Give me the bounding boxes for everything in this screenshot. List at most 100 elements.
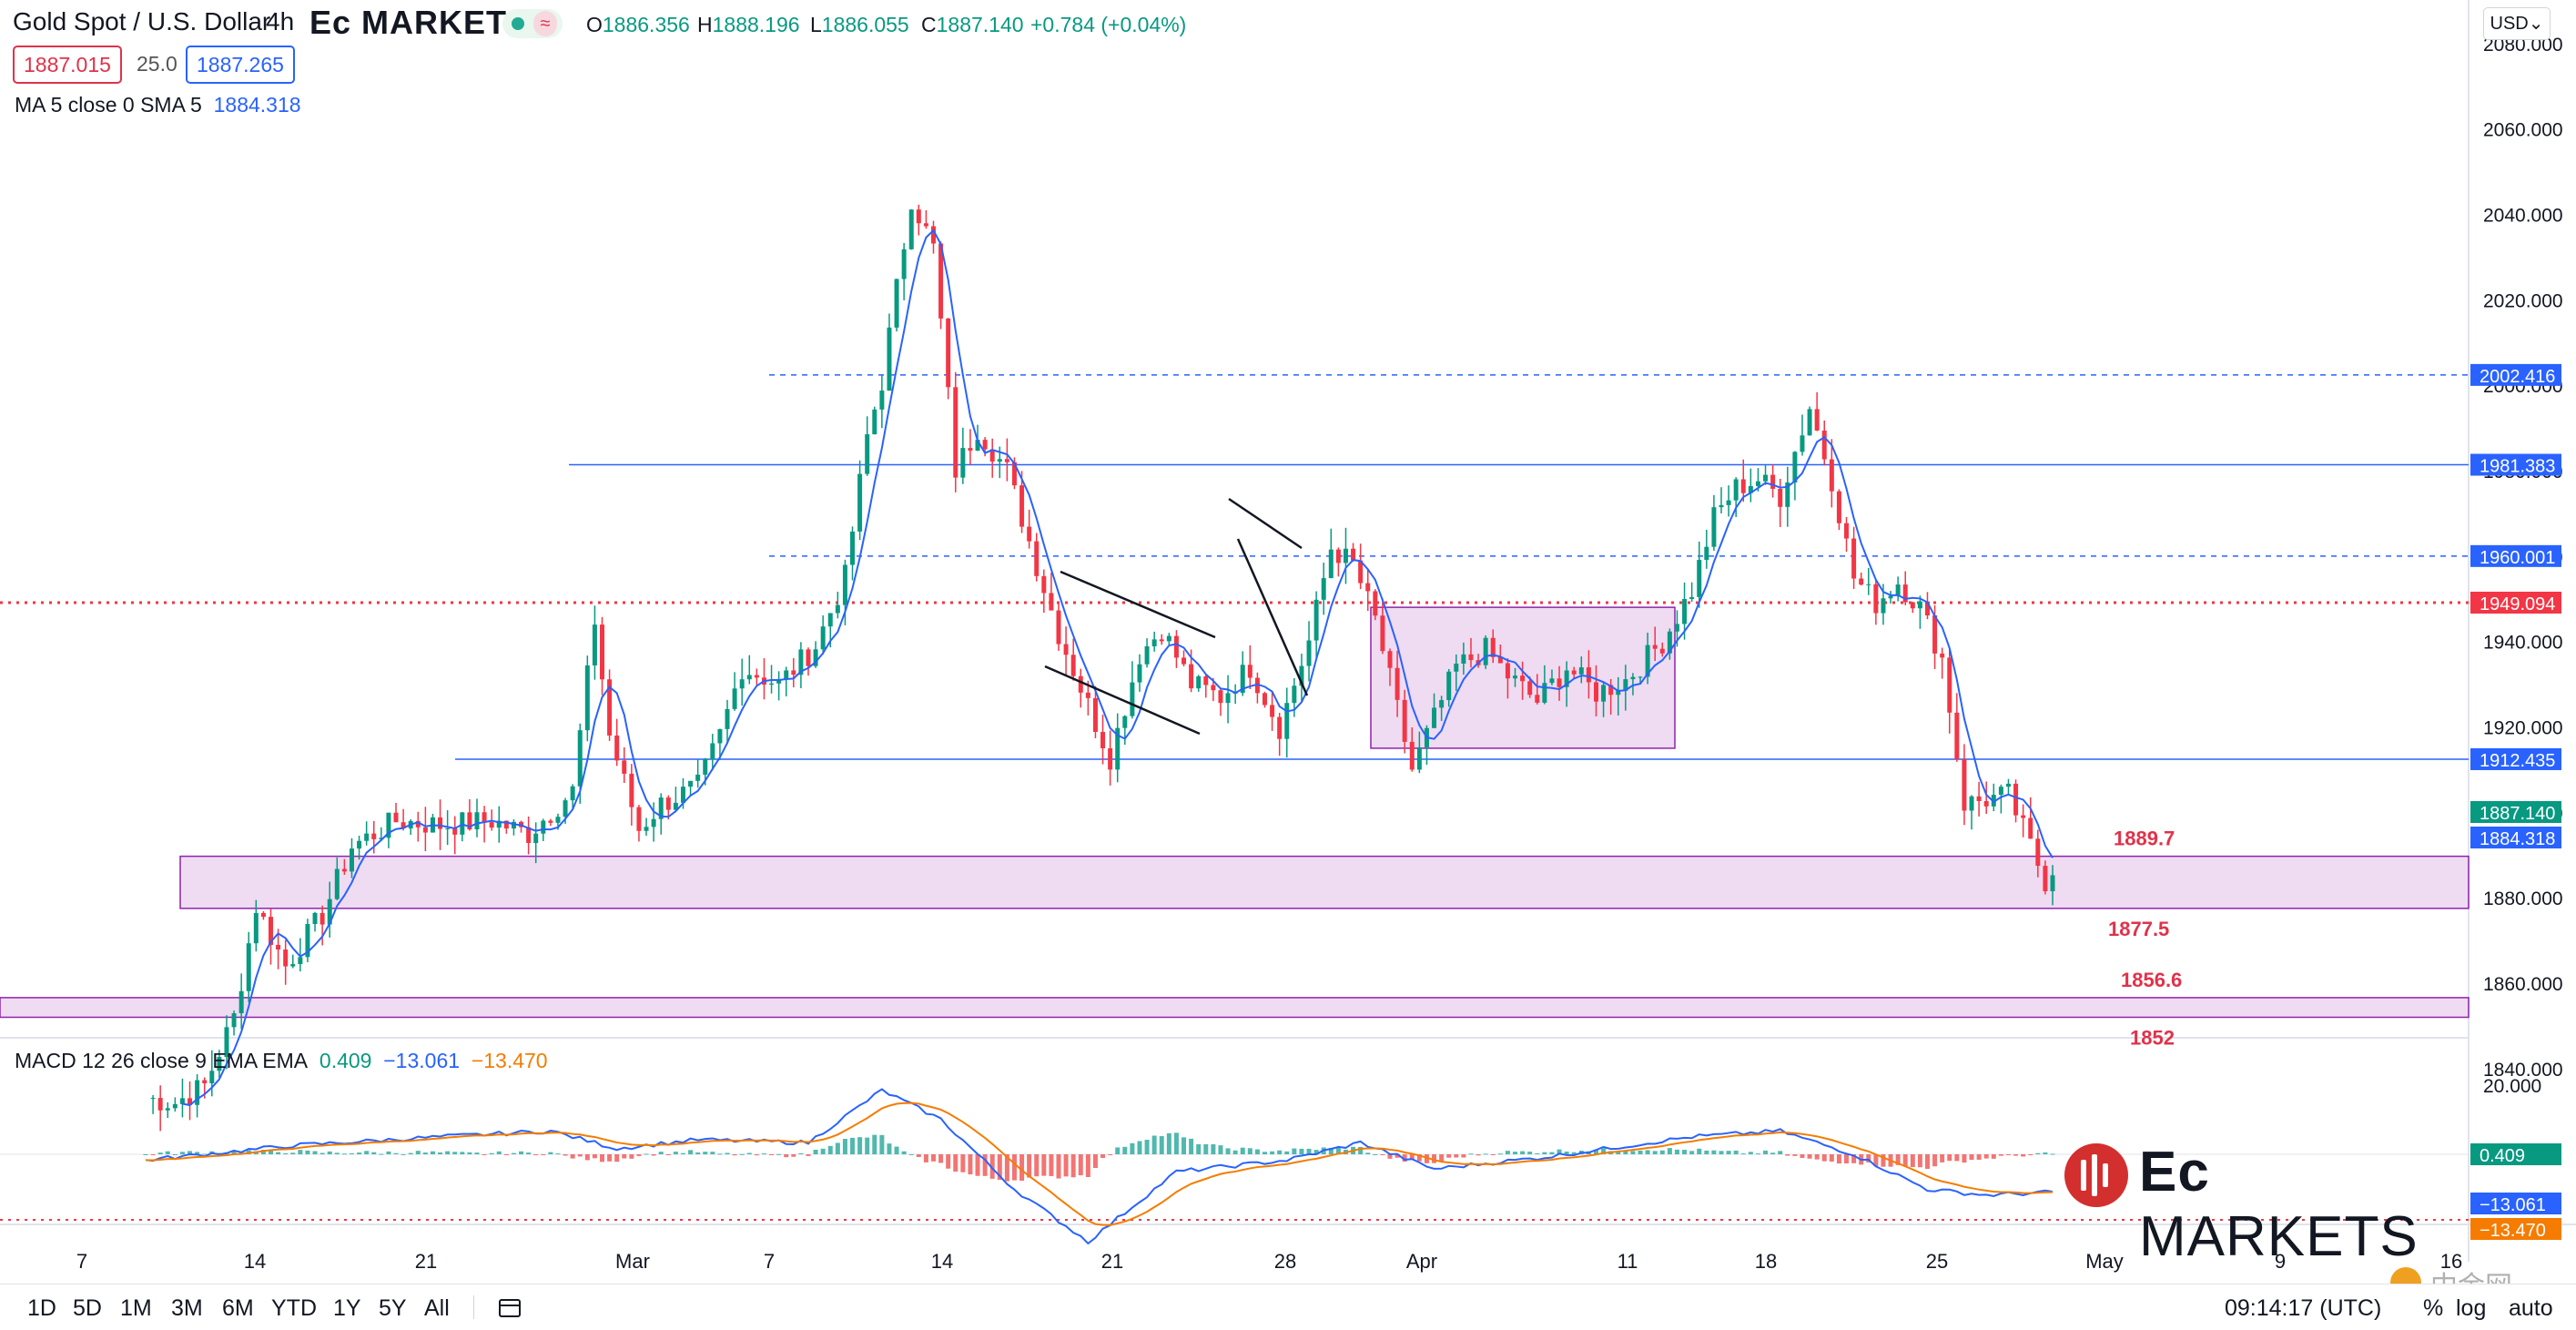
candle-body <box>1608 685 1614 695</box>
candle-body <box>157 1098 163 1111</box>
macd-hist-bar <box>1078 1154 1083 1176</box>
price-tag-bg <box>2470 363 2561 386</box>
candle-body <box>422 827 428 833</box>
candle-body <box>1454 664 1459 672</box>
broker-brand: Ec MARKETS <box>309 4 531 41</box>
candle-body <box>1196 675 1202 689</box>
macd-hist-bar <box>1991 1154 1996 1159</box>
range-1m[interactable]: 1M <box>120 1295 152 1321</box>
candle-body <box>1667 631 1672 654</box>
candle-body <box>1740 479 1746 493</box>
macd-hist-bar <box>526 1152 532 1154</box>
candle-body <box>1351 548 1356 561</box>
macd-hist-bar <box>1402 1154 1407 1162</box>
macd-hist-bar <box>165 1151 170 1154</box>
timeframe-label[interactable]: 4h <box>266 7 295 36</box>
macd-hist-bar <box>636 1154 642 1156</box>
macd-hist-bar <box>894 1146 899 1154</box>
candle-body <box>1571 670 1577 675</box>
macd-hist-bar <box>717 1153 723 1155</box>
macd-hist-bar <box>1821 1154 1827 1162</box>
candle-body <box>467 812 472 830</box>
candle-body <box>636 807 642 831</box>
macd-hist-bar <box>1328 1147 1334 1154</box>
macd-hist-bar <box>150 1154 156 1155</box>
range-5y[interactable]: 5Y <box>379 1295 407 1321</box>
range-all[interactable]: All <box>424 1295 450 1321</box>
macd-hist-bar <box>784 1154 789 1158</box>
range-1y[interactable]: 1Y <box>333 1295 361 1321</box>
candle-body <box>1130 682 1135 716</box>
macd-hist-bar <box>415 1151 421 1154</box>
candle-body <box>1409 741 1415 770</box>
candle-body <box>1299 665 1304 686</box>
candle-body <box>1917 601 1922 609</box>
candle-body <box>217 1057 222 1071</box>
buy-price-button[interactable]: 1887.265 <box>186 46 295 84</box>
candle-body <box>1108 747 1113 770</box>
candle-body <box>850 531 856 565</box>
macd-hist-bar <box>746 1152 752 1154</box>
macd-hist-bar <box>1616 1151 1621 1154</box>
candle-body <box>2035 838 2041 867</box>
candle-body <box>842 564 847 605</box>
candle-body <box>584 665 590 731</box>
macd-hist-bar <box>1490 1154 1496 1155</box>
candle-body <box>1432 707 1437 728</box>
macd-hist-bar <box>1027 1154 1032 1178</box>
candle-body <box>1682 599 1688 624</box>
macd-hist-bar <box>533 1154 539 1155</box>
candle-body <box>1373 591 1378 616</box>
macd-hist-bar <box>2005 1154 2011 1155</box>
range-1d[interactable]: 1D <box>27 1295 56 1321</box>
candle-body <box>511 821 516 829</box>
candle-body <box>982 440 988 450</box>
candle-body <box>695 774 701 781</box>
utc-clock[interactable]: 09:14:17 (UTC) <box>2225 1295 2382 1321</box>
calendar-icon[interactable] <box>499 1299 521 1317</box>
log-toggle[interactable]: log <box>2456 1295 2487 1321</box>
macd-hist-bar <box>1270 1151 1275 1154</box>
macd-hist-bar <box>1851 1154 1857 1163</box>
macd-hist-bar <box>2013 1154 2019 1156</box>
currency-select[interactable]: USD⌄ <box>2483 7 2551 40</box>
macd-hist-bar <box>622 1154 627 1159</box>
zone-top-label: 1856.6 <box>2121 969 2182 991</box>
candle-body <box>784 670 789 680</box>
sell-price-button[interactable]: 1887.015 <box>13 46 122 84</box>
macd-indicator-legend[interactable]: MACD 12 26 close 9 EMA EMA 0.409 −13.061… <box>15 1049 548 1072</box>
candle-body <box>1446 671 1452 701</box>
macd-hist-bar <box>1144 1140 1150 1154</box>
candle-body <box>386 812 391 838</box>
percent-toggle[interactable]: % <box>2423 1295 2444 1321</box>
macd-hist-bar <box>1063 1154 1069 1177</box>
y-tick-label: 2060.000 <box>2483 120 2563 141</box>
market-status-pill[interactable]: ≈ <box>502 9 563 38</box>
macd-hist-bar <box>357 1152 362 1154</box>
candle-body <box>474 812 480 830</box>
range-6m[interactable]: 6M <box>222 1295 254 1321</box>
range-ytd[interactable]: YTD <box>271 1295 317 1321</box>
macd-hist-bar <box>1593 1149 1598 1154</box>
symbol-title[interactable]: Gold Spot / U.S. Dollar <box>13 7 271 36</box>
candle-body <box>1254 677 1260 694</box>
macd-hist-bar <box>901 1151 907 1154</box>
candle-body <box>1085 692 1090 698</box>
macd-hist-bar <box>1313 1150 1319 1154</box>
candle-body <box>665 797 671 810</box>
macd-hist-bar <box>1004 1154 1009 1182</box>
macd-hist-bar <box>1770 1152 1776 1154</box>
macd-histogram <box>143 1132 2055 1182</box>
macd-hist-bar <box>430 1151 435 1154</box>
macd-hist-bar <box>1476 1154 1481 1156</box>
auto-toggle[interactable]: auto <box>2509 1295 2553 1321</box>
candle-body <box>1380 615 1385 652</box>
macd-hist-bar <box>725 1152 730 1154</box>
candle-body <box>1335 549 1341 563</box>
range-3m[interactable]: 3M <box>171 1295 203 1321</box>
candle-body <box>312 912 318 925</box>
range-5d[interactable]: 5D <box>73 1295 102 1321</box>
ma-indicator-legend[interactable]: MA 5 close 0 SMA 5 1884.318 <box>15 93 301 117</box>
candle-body <box>1814 409 1820 431</box>
